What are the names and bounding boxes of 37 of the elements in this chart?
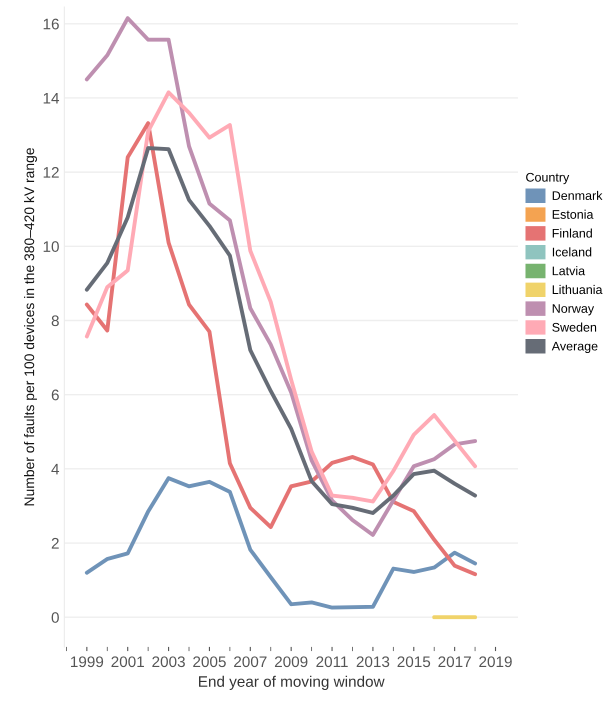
line-series [84,16,478,537]
x-tick-label: 2009 [274,656,308,668]
x-tick-label: 2007 [234,656,267,668]
x-tick-label: 2017 [438,656,471,668]
legend-label: Estonia [552,210,594,219]
y-tick-label: 2 [52,538,59,549]
legend-label: Average [552,342,598,354]
x-tick-label: 2015 [398,656,430,668]
y-tick-label: 6 [52,390,59,400]
x-tick-label: 2013 [356,656,390,668]
line-series [84,146,478,515]
y-tick-label: 4 [51,464,60,474]
y-tick-label: 16 [44,18,59,30]
legend-label: Lithuania [552,284,602,294]
x-tick-label: 2003 [152,656,185,668]
line-series [84,121,478,576]
x-tick-label: 2001 [111,656,144,668]
y-tick-label: 8 [52,315,59,326]
y-tick-label: 14 [44,92,60,104]
x-tick-label: 2005 [193,656,226,668]
legend-label: Iceland [552,247,592,256]
x-axis-title: End year of moving window [199,676,385,690]
y-tick-label: 12 [44,166,59,178]
legend-label: Sweden [552,322,596,332]
legend-label: Latvia [552,266,586,276]
y-axis-title: Number of faults per 100 devices in the 380–420 kV range [24,148,37,506]
x-tick-label: 2019 [479,656,512,668]
y-tick-label: 0 [52,612,59,623]
legend-label: Denmark [552,190,602,200]
line-series [84,90,478,504]
legend-title: Country [526,172,570,184]
legend-label: Finland [552,228,592,238]
x-tick-label: 2011 [316,656,348,668]
y-tick-label: 10 [44,241,59,252]
legend-label: Norway [552,304,594,316]
x-tick-label: 1999 [71,656,104,668]
line-series [84,476,478,610]
